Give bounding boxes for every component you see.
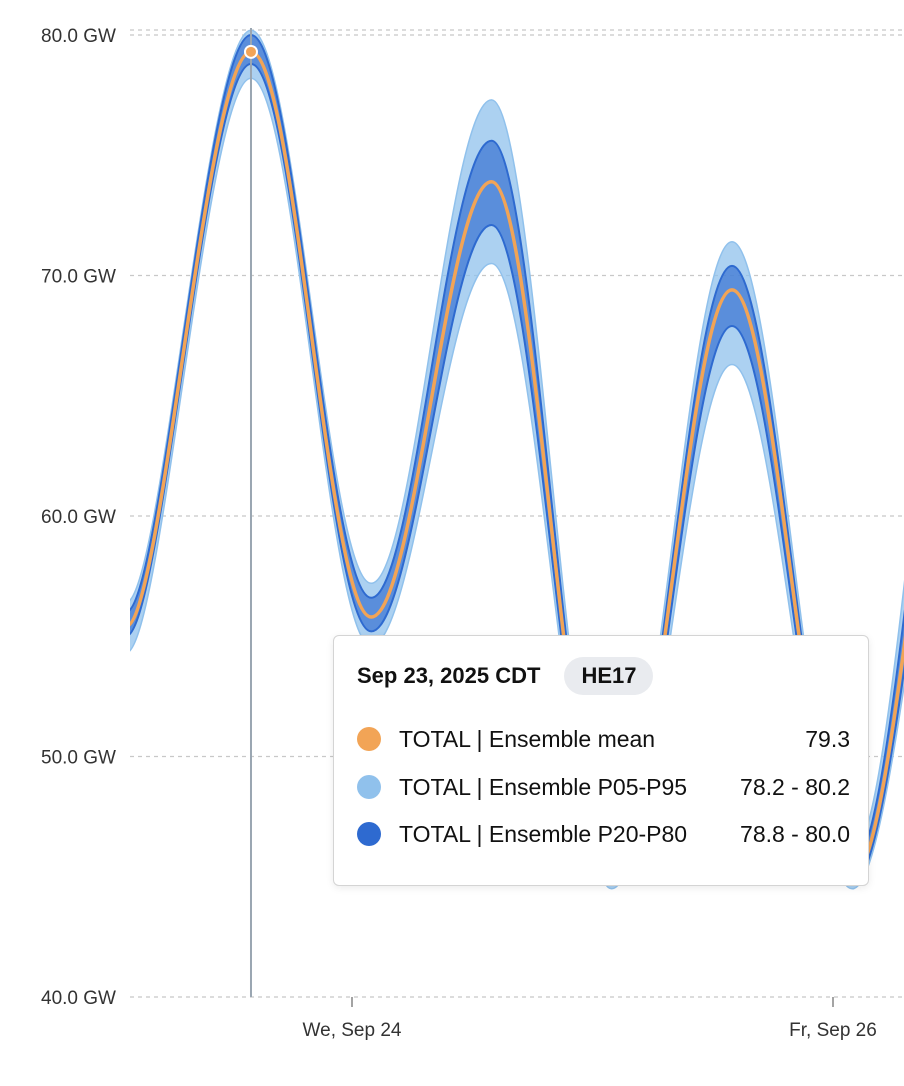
tooltip-row-label: TOTAL | Ensemble mean — [399, 725, 656, 752]
y-tick-label: 60.0 GW — [41, 507, 116, 528]
p20-p80-legend-dot — [357, 822, 381, 846]
mean-line-layer — [130, 50, 904, 879]
p05-p95-legend-dot — [357, 775, 381, 799]
mean-line — [130, 50, 904, 879]
y-tick-label: 70.0 GW — [41, 267, 116, 288]
x-tick-label: Fr, Sep 26 — [789, 1020, 877, 1041]
tooltip-row-label: TOTAL | Ensemble P05-P95 — [399, 773, 688, 800]
tooltip-row-p20-p80: TOTAL | Ensemble P20-P80 78.8 - 80.0 — [357, 818, 850, 850]
tooltip-row-p05-p95: TOTAL | Ensemble P05-P95 78.2 - 80.2 — [357, 771, 850, 803]
hour-ending-badge: HE17 — [564, 657, 654, 695]
tooltip-date: Sep 23, 2025 CDT — [357, 663, 541, 688]
hover-marker — [243, 44, 258, 59]
y-tick-label: 50.0 GW — [41, 748, 116, 769]
y-tick-label: 40.0 GW — [41, 988, 116, 1009]
tooltip-row-value: 79.3 — [805, 725, 850, 752]
p20-p80-band-layer — [130, 33, 904, 886]
tooltip-row-value: 78.2 - 80.2 — [740, 773, 850, 800]
tooltip-row-value: 78.8 - 80.0 — [740, 820, 850, 847]
y-tick-label: 80.0 GW — [41, 26, 116, 47]
tooltip-header: Sep 23, 2025 CDT HE17 — [357, 656, 654, 696]
tooltip-row-mean: TOTAL | Ensemble mean 79.3 — [357, 723, 850, 755]
tooltip-row-label: TOTAL | Ensemble P20-P80 — [399, 820, 688, 847]
x-tick-label: We, Sep 24 — [303, 1020, 402, 1041]
mean-legend-dot — [357, 727, 381, 751]
axis-layer: 80.0 GW 70.0 GW 60.0 GW 50.0 GW 40.0 GW We, S… — [41, 26, 877, 1041]
hover-tooltip: Sep 23, 2025 CDT HE17 TOTAL | Ensemble m… — [333, 635, 869, 886]
p20-p80-band — [130, 33, 904, 886]
crosshair-layer — [243, 28, 258, 997]
